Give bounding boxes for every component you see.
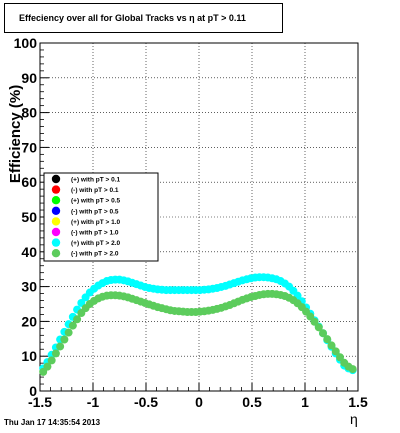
data-point-series-7 <box>327 341 336 350</box>
y-tick-label: 100 <box>14 35 38 51</box>
axis-ticks: -1.5 -1 -0.5 0 0.5 1 1.5 0 10 20 30 40 50 60 70 80 90 100 <box>14 35 368 410</box>
title-box: Effeciency over all for Global Tracks vs… <box>4 3 283 33</box>
legend-marker <box>51 217 61 226</box>
legend-marker <box>51 174 61 184</box>
y-tick-label: 0 <box>29 383 37 399</box>
y-tick-label: 40 <box>21 244 37 260</box>
y-tick-label: 50 <box>21 209 37 225</box>
timestamp: Thu Jan 17 14:35:54 2013 <box>4 418 101 427</box>
y-tick-label: 60 <box>21 174 37 190</box>
data-point-series-7 <box>43 362 52 371</box>
legend-label: (-) with pT > 0.5 <box>71 208 119 215</box>
legend-label: (+) with pT > 1.0 <box>71 219 121 226</box>
x-tick-label: 0.5 <box>242 394 262 410</box>
data-point-series-7 <box>331 347 340 356</box>
x-axis-label: η <box>350 411 358 427</box>
y-tick-label: 70 <box>21 139 37 155</box>
data-point-series-7 <box>47 356 56 365</box>
y-tick-label: 80 <box>21 105 37 121</box>
legend: (+) with pT > 0.1 (-) with pT > 0.1 (+) wi… <box>43 172 159 262</box>
legend-marker <box>51 227 61 237</box>
legend-label: (-) with pT > 0.1 <box>71 187 119 194</box>
data-points <box>39 273 357 376</box>
data-point-series-7 <box>60 335 69 344</box>
legend-label: (+) with pT > 0.5 <box>71 198 121 205</box>
y-tick-label: 10 <box>21 348 37 364</box>
x-tick-label: -0.5 <box>134 394 158 410</box>
data-point-series-7 <box>310 317 319 326</box>
x-tick-label: 0 <box>195 394 203 410</box>
legend-label: (+) with pT > 0.1 <box>71 177 121 184</box>
chart-title: Effeciency over all for Global Tracks vs… <box>19 13 246 23</box>
x-tick-label: 1 <box>301 394 309 410</box>
data-point-series-7 <box>56 342 65 351</box>
legend-marker <box>51 249 61 258</box>
data-point-series-7 <box>51 349 60 358</box>
legend-marker <box>51 238 61 247</box>
legend-marker <box>51 206 61 215</box>
data-point-series-7 <box>335 353 344 362</box>
data-point-series-7 <box>348 365 357 374</box>
legend-marker <box>51 185 61 194</box>
legend-label: (-) with pT > 2.0 <box>71 251 119 258</box>
data-point-series-7 <box>64 328 73 337</box>
data-point-series-7 <box>319 329 328 338</box>
x-tick-label: -1 <box>87 394 100 410</box>
data-point-series-7 <box>73 315 82 324</box>
legend-box <box>43 172 159 262</box>
data-point-series-7 <box>314 323 323 332</box>
data-point-series-7 <box>68 321 77 330</box>
x-tick-label: -1.5 <box>28 394 52 410</box>
y-axis-label: Efficiency (%) <box>7 85 24 183</box>
y-tick-label: 20 <box>21 313 37 329</box>
y-tick-label: 30 <box>21 279 37 295</box>
legend-label: (+) with pT > 2.0 <box>71 240 121 247</box>
legend-label: (-) with pT > 1.0 <box>71 230 119 237</box>
data-point-series-7 <box>323 335 332 344</box>
legend-marker <box>51 196 61 205</box>
x-tick-label: 1.5 <box>348 394 368 410</box>
y-tick-label: 90 <box>21 70 37 86</box>
